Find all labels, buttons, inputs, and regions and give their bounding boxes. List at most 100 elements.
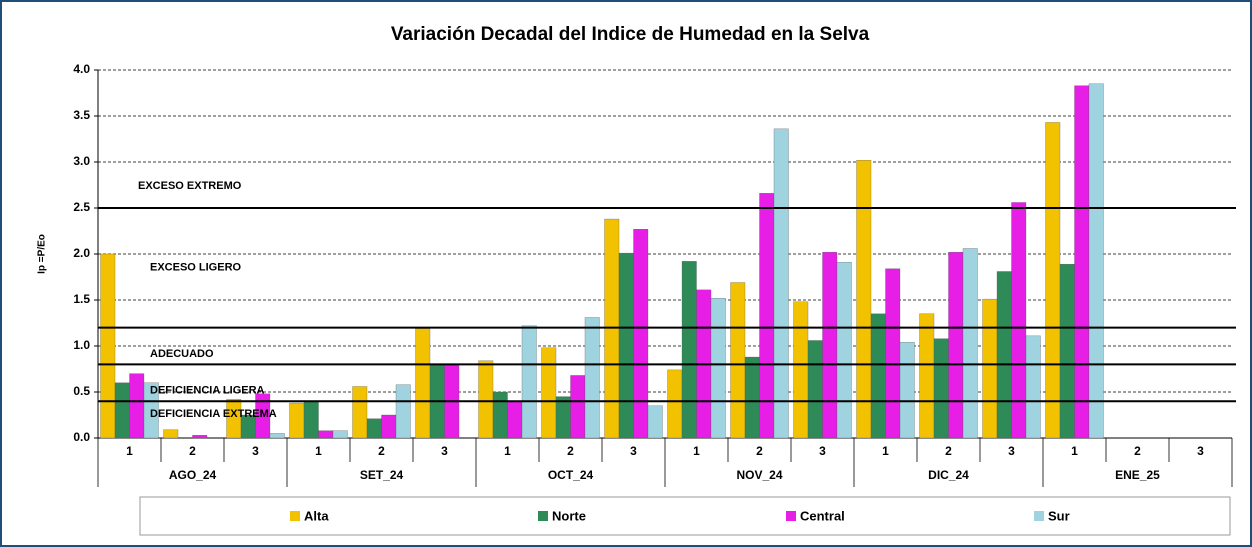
- bar: [885, 268, 901, 439]
- bar: [919, 313, 935, 439]
- bar: [478, 360, 494, 439]
- x-tick-label: 1: [126, 444, 133, 458]
- bar: [633, 229, 649, 439]
- bar: [856, 160, 872, 439]
- legend-swatch: [786, 511, 796, 521]
- bar: [521, 325, 537, 439]
- zone-label: DEFICIENCIA LIGERA: [150, 385, 265, 397]
- x-tick-label: 3: [630, 444, 637, 458]
- bar: [129, 373, 145, 439]
- x-tick-label: 3: [252, 444, 259, 458]
- bar: [332, 430, 348, 439]
- bar: [822, 252, 838, 439]
- bar: [1074, 85, 1090, 439]
- x-tick-label: 2: [1134, 444, 1141, 458]
- bar: [192, 435, 208, 439]
- legend-label: Central: [800, 508, 845, 523]
- bar: [395, 384, 411, 439]
- bar: [100, 253, 116, 439]
- bar: [318, 430, 334, 439]
- bar: [730, 282, 746, 439]
- bar: [647, 405, 663, 439]
- bar: [415, 328, 431, 439]
- x-tick-label: 3: [441, 444, 448, 458]
- bar: [618, 252, 634, 439]
- bar: [1088, 83, 1104, 439]
- zone-label: EXCESO EXTREMO: [138, 180, 242, 192]
- bar: [255, 393, 271, 439]
- x-tick-label: 3: [819, 444, 826, 458]
- legend-label: Alta: [304, 508, 329, 523]
- x-tick-label: 2: [945, 444, 952, 458]
- bar: [1011, 202, 1027, 439]
- bar: [303, 401, 319, 439]
- bar: [773, 128, 789, 439]
- bar: [870, 313, 886, 439]
- bar: [962, 248, 978, 439]
- legend-label: Norte: [552, 508, 586, 523]
- y-tick-label: 4.0: [73, 62, 90, 76]
- chart-title: Variación Decadal del Indice de Humedad …: [391, 24, 870, 45]
- bar: [352, 386, 368, 439]
- bar: [289, 402, 305, 439]
- bar: [584, 317, 600, 439]
- zone-label: ADECUADO: [150, 348, 214, 360]
- bar: [933, 338, 949, 439]
- bar: [366, 418, 382, 439]
- bar: [899, 342, 915, 439]
- bar: [996, 271, 1012, 439]
- zone-label: DEFICIENCIA EXTREMA: [150, 408, 277, 420]
- x-tick-label: 2: [567, 444, 574, 458]
- y-tick-label: 2.5: [73, 200, 90, 214]
- x-tick-label: 3: [1197, 444, 1204, 458]
- x-tick-label: 1: [1071, 444, 1078, 458]
- legend-box: [139, 496, 1231, 536]
- bar: [1059, 263, 1075, 439]
- x-tick-label: 2: [378, 444, 385, 458]
- y-tick-label: 0.0: [73, 430, 90, 444]
- bar: [143, 382, 159, 439]
- group-label: NOV_24: [736, 468, 782, 482]
- group-label: AGO_24: [169, 468, 217, 482]
- y-tick-label: 3.0: [73, 154, 90, 168]
- y-tick-label: 1.5: [73, 292, 90, 306]
- y-tick-label: 2.0: [73, 246, 90, 260]
- bar: [982, 298, 998, 439]
- bar: [793, 301, 809, 439]
- x-tick-label: 2: [756, 444, 763, 458]
- bar: [1025, 335, 1041, 439]
- x-tick-label: 1: [315, 444, 322, 458]
- bar: [807, 340, 823, 439]
- x-tick-label: 3: [1008, 444, 1015, 458]
- x-tick-label: 1: [882, 444, 889, 458]
- group-label: ENE_25: [1115, 468, 1160, 482]
- x-tick-label: 1: [504, 444, 511, 458]
- legend-swatch: [290, 511, 300, 521]
- group-label: DIC_24: [928, 468, 969, 482]
- zone-label: EXCESO LIGERO: [150, 262, 242, 274]
- bar: [507, 401, 523, 439]
- bar: [541, 347, 557, 439]
- bar: [836, 262, 852, 439]
- legend-swatch: [538, 511, 548, 521]
- x-tick-label: 2: [189, 444, 196, 458]
- bar: [681, 261, 697, 439]
- bar: [1045, 122, 1061, 439]
- bar: [555, 396, 571, 439]
- y-tick-label: 1.0: [73, 338, 90, 352]
- bar: [667, 369, 683, 439]
- group-label: SET_24: [360, 468, 404, 482]
- bar: [269, 433, 285, 439]
- y-tick-label: 3.5: [73, 108, 90, 122]
- bar: [710, 298, 726, 439]
- legend-label: Sur: [1048, 508, 1070, 523]
- y-tick-label: 0.5: [73, 384, 90, 398]
- bar: [163, 429, 179, 439]
- bar: [492, 391, 508, 439]
- bar: [570, 375, 586, 439]
- x-tick-label: 1: [693, 444, 700, 458]
- y-axis-label: Ip =P/Eo: [37, 234, 48, 274]
- bar: [381, 414, 397, 439]
- bar: [948, 252, 964, 439]
